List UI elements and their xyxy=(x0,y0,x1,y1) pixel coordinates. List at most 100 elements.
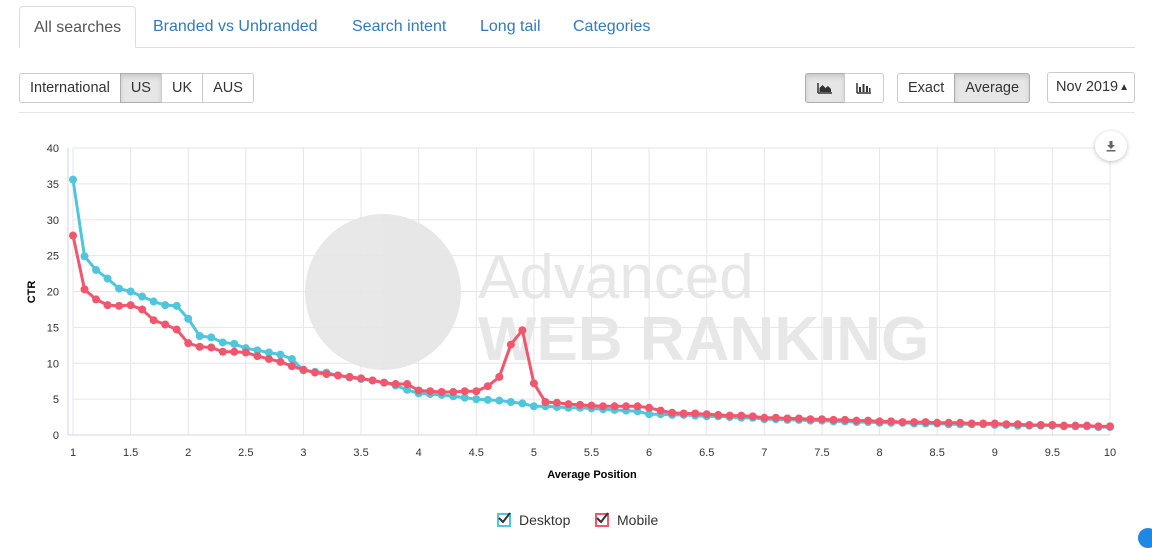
data-point-mobile[interactable] xyxy=(264,354,273,363)
data-point-mobile[interactable] xyxy=(760,413,769,422)
data-point-mobile[interactable] xyxy=(714,410,723,419)
data-point-mobile[interactable] xyxy=(1059,421,1068,430)
data-point-mobile[interactable] xyxy=(1082,421,1091,430)
data-point-desktop[interactable] xyxy=(264,348,273,357)
data-point-desktop[interactable] xyxy=(276,350,285,359)
data-point-mobile[interactable] xyxy=(645,403,654,412)
data-point-mobile[interactable] xyxy=(921,418,930,427)
data-point-mobile[interactable] xyxy=(956,418,965,427)
data-point-mobile[interactable] xyxy=(80,285,89,294)
data-point-desktop[interactable] xyxy=(92,265,101,274)
data-point-mobile[interactable] xyxy=(276,357,285,366)
data-point-desktop[interactable] xyxy=(483,395,492,404)
date-select[interactable]: Nov 2019 ▲ xyxy=(1047,72,1135,103)
data-point-mobile[interactable] xyxy=(414,386,423,395)
data-point-mobile[interactable] xyxy=(287,362,296,371)
tab-categories[interactable]: Categories xyxy=(573,18,651,35)
data-point-mobile[interactable] xyxy=(149,316,158,325)
data-point-mobile[interactable] xyxy=(1094,422,1103,431)
data-point-mobile[interactable] xyxy=(472,387,481,396)
data-point-desktop[interactable] xyxy=(138,292,147,301)
area-chart-button[interactable] xyxy=(805,73,845,103)
data-point-mobile[interactable] xyxy=(898,418,907,427)
data-point-mobile[interactable] xyxy=(840,415,849,424)
data-point-mobile[interactable] xyxy=(1002,420,1011,429)
data-point-mobile[interactable] xyxy=(864,416,873,425)
data-point-mobile[interactable] xyxy=(138,305,147,314)
data-point-desktop[interactable] xyxy=(195,331,204,340)
data-point-desktop[interactable] xyxy=(472,395,481,404)
data-point-mobile[interactable] xyxy=(345,372,354,381)
exact-button[interactable]: Exact xyxy=(897,73,956,103)
data-point-mobile[interactable] xyxy=(990,419,999,428)
data-point-mobile[interactable] xyxy=(771,413,780,422)
data-point-mobile[interactable] xyxy=(518,326,527,335)
data-point-mobile[interactable] xyxy=(1071,421,1080,430)
data-point-mobile[interactable] xyxy=(979,419,988,428)
data-point-desktop[interactable] xyxy=(495,396,504,405)
tab-search-intent[interactable]: Search intent xyxy=(352,18,447,35)
data-point-mobile[interactable] xyxy=(115,301,124,310)
data-point-mobile[interactable] xyxy=(403,380,412,389)
data-point-mobile[interactable] xyxy=(610,402,619,411)
bar-chart-button[interactable] xyxy=(844,73,884,103)
region-aus-button[interactable]: AUS xyxy=(202,73,254,103)
data-point-desktop[interactable] xyxy=(287,354,296,363)
data-point-mobile[interactable] xyxy=(207,343,216,352)
data-point-mobile[interactable] xyxy=(794,414,803,423)
data-point-mobile[interactable] xyxy=(910,418,919,427)
data-point-mobile[interactable] xyxy=(829,415,838,424)
data-point-mobile[interactable] xyxy=(69,231,77,240)
data-point-mobile[interactable] xyxy=(702,410,711,419)
data-point-desktop[interactable] xyxy=(172,301,181,310)
data-point-desktop[interactable] xyxy=(645,410,654,419)
data-point-mobile[interactable] xyxy=(380,378,389,387)
data-point-mobile[interactable] xyxy=(103,301,112,310)
data-point-mobile[interactable] xyxy=(1048,420,1057,429)
data-point-mobile[interactable] xyxy=(806,415,815,424)
data-point-mobile[interactable] xyxy=(483,382,492,391)
data-point-mobile[interactable] xyxy=(334,371,343,380)
region-international-button[interactable]: International xyxy=(19,73,121,103)
data-point-mobile[interactable] xyxy=(725,411,734,420)
data-point-desktop[interactable] xyxy=(115,284,124,293)
data-point-mobile[interactable] xyxy=(172,325,181,334)
data-point-desktop[interactable] xyxy=(518,399,527,408)
data-point-desktop[interactable] xyxy=(207,333,216,342)
data-point-mobile[interactable] xyxy=(944,418,953,427)
data-point-desktop[interactable] xyxy=(230,339,239,348)
data-point-mobile[interactable] xyxy=(449,387,458,396)
data-point-mobile[interactable] xyxy=(887,417,896,426)
data-point-mobile[interactable] xyxy=(679,409,688,418)
data-point-mobile[interactable] xyxy=(748,412,757,421)
data-point-mobile[interactable] xyxy=(552,398,561,407)
data-point-mobile[interactable] xyxy=(460,387,469,396)
data-point-mobile[interactable] xyxy=(322,370,331,379)
tab-all-searches[interactable]: All searches xyxy=(19,6,137,48)
data-point-desktop[interactable] xyxy=(506,397,515,406)
legend-item-mobile[interactable]: Mobile xyxy=(595,510,658,530)
chat-widget-button[interactable] xyxy=(1138,528,1152,548)
data-point-mobile[interactable] xyxy=(875,417,884,426)
data-point-mobile[interactable] xyxy=(391,380,400,389)
data-point-desktop[interactable] xyxy=(460,393,469,402)
data-point-mobile[interactable] xyxy=(529,379,538,388)
data-point-mobile[interactable] xyxy=(92,295,101,304)
data-point-mobile[interactable] xyxy=(230,347,239,356)
data-point-mobile[interactable] xyxy=(1106,422,1114,431)
region-us-button[interactable]: US xyxy=(119,73,162,103)
data-point-mobile[interactable] xyxy=(633,402,642,411)
data-point-mobile[interactable] xyxy=(368,376,377,385)
data-point-mobile[interactable] xyxy=(541,397,550,406)
data-point-desktop[interactable] xyxy=(103,274,112,283)
data-point-desktop[interactable] xyxy=(218,338,227,347)
region-uk-button[interactable]: UK xyxy=(160,73,204,103)
data-point-desktop[interactable] xyxy=(253,346,262,355)
data-point-desktop[interactable] xyxy=(184,314,193,323)
data-point-desktop[interactable] xyxy=(161,301,170,310)
data-point-desktop[interactable] xyxy=(126,287,135,296)
data-point-mobile[interactable] xyxy=(253,352,262,361)
data-point-mobile[interactable] xyxy=(1013,420,1022,429)
data-point-mobile[interactable] xyxy=(161,320,170,329)
data-point-mobile[interactable] xyxy=(310,368,319,377)
